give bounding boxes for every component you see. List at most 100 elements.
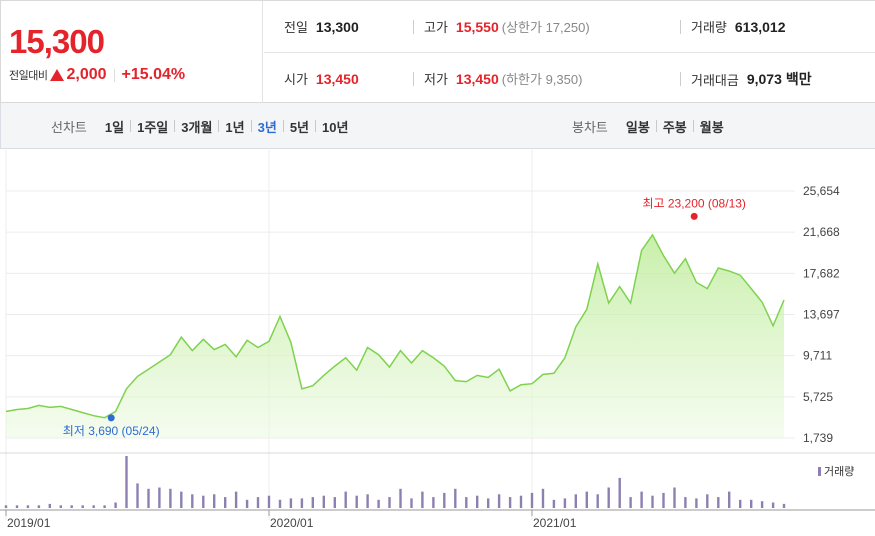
volume-bar [15,505,19,508]
divider [218,120,220,132]
volume-bar [169,488,172,508]
volume-bar [662,492,665,508]
volume-bar [541,488,545,508]
high-cell: 고가 15,550 (상한가 17,250) [424,17,590,36]
volume-bar [432,497,435,508]
period-5y[interactable]: 5년 [289,119,310,135]
current-price-box: 15,300 전일대비 2,000 +15.04% [1,1,263,103]
candle-monthly[interactable]: 월봉 [699,119,724,135]
price-line [5,233,785,419]
volume-bar [782,503,786,508]
volume-bar [311,497,314,508]
upper-limit: (상한가 17,250) [501,20,590,35]
volume-bar [487,498,490,508]
x-tick-label: 2019/01 [7,516,51,530]
line-chart-label: 선차트 [51,119,87,135]
high-annotation: 최고 23,200 (08/13) [642,196,745,210]
volume-bar [717,497,720,508]
volume-bar [114,502,117,508]
divider [130,120,132,132]
volume-bar [574,494,577,508]
open-cell: 시가 13,450 [284,69,359,88]
volume-bar [771,502,775,508]
divider [413,72,414,86]
y-tick-label: 17,682 [803,266,840,280]
volume-bar [476,495,479,508]
amount-label: 거래대금 [691,72,739,88]
change-label: 전일대비 [9,70,48,82]
volume-bar [497,494,501,508]
volume-bar [180,491,183,508]
volume-bar [618,477,621,508]
volume-value: 613,012 [734,18,786,35]
volume-bar [454,488,457,508]
volume-bar [245,499,249,508]
row-divider [264,52,875,53]
volume-bar [750,499,753,508]
prev-close-label: 전일 [284,20,308,35]
volume-bar [158,487,161,508]
divider [174,120,176,132]
volume-bar [640,491,643,508]
low-annotation: 최저 3,690 (05/24) [63,424,160,438]
y-tick-label: 5,725 [803,390,833,404]
volume-bar [224,497,227,508]
y-tick-label: 21,668 [803,225,840,239]
volume-bar [596,494,599,508]
volume-bar [234,491,238,508]
volume-bar [366,494,369,508]
volume-bar [377,499,380,508]
y-tick-label: 9,711 [803,349,832,363]
divider [113,68,115,82]
x-tick-label: 2021/01 [533,516,577,530]
candle-weekly[interactable]: 주봉 [662,119,687,135]
volume-bar [70,505,73,508]
change-row: 전일대비 2,000 +15.04% [9,66,185,84]
open-value: 13,450 [315,70,359,87]
volume-bar [760,501,764,508]
amount-value: 9,073 [746,71,782,87]
amount-unit: 백만 [785,71,812,87]
period-1w[interactable]: 1주일 [137,119,169,135]
chart-toolbar: 선차트 1일 1주일 3개월 1년 3년 5년 10년 봉차트 일봉 주봉 월봉 [0,103,875,149]
period-3m[interactable]: 3개월 [181,119,213,135]
change-value: 2,000 [66,66,107,83]
candle-chart-label: 봉차트 [572,119,608,135]
period-1y[interactable]: 1년 [225,119,245,135]
divider [655,120,657,132]
volume-bar [300,498,304,508]
change-percent: +15.04% [121,66,186,83]
volume-bar [399,488,402,508]
low-marker [107,414,115,422]
period-10y[interactable]: 10년 [322,119,349,135]
period-3y[interactable]: 3년 [257,119,277,135]
volume-bar [519,495,523,508]
volume-bar [37,505,41,508]
x-tick-label: 2020/01 [270,516,314,530]
volume-bar [607,487,610,508]
volume-bar [81,505,84,508]
volume-bar [629,497,632,508]
up-triangle-icon [50,69,65,81]
volume-bar [322,495,325,508]
period-1d[interactable]: 1일 [104,119,125,135]
divider [250,120,252,132]
volume-bar [147,488,150,508]
low-cell: 저가 13,450 (하한가 9,350) [424,69,582,88]
volume-bar [92,505,95,508]
divider [680,72,681,86]
volume-bar [651,495,654,508]
candle-daily[interactable]: 일봉 [625,119,650,135]
divider [413,20,414,34]
volume-bar [125,456,128,508]
volume-bar [278,499,282,508]
volume-bar [728,491,731,508]
candle-chart-periods: 봉차트 일봉 주봉 월봉 [572,103,730,149]
volume-bar [289,498,293,508]
volume-bar [388,497,391,508]
volume-bar [706,494,709,508]
volume-bar [684,497,687,508]
price-header: 15,300 전일대비 2,000 +15.04% 전일 13,300 고가 1… [0,0,875,103]
current-price: 15,300 [9,23,105,60]
divider [282,120,284,132]
